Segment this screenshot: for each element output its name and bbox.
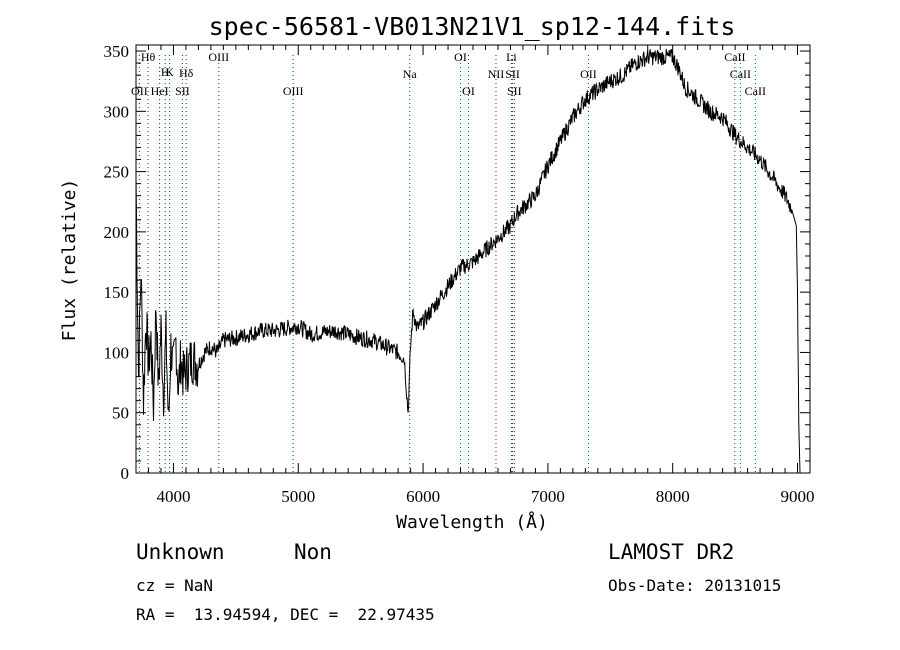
emission-line-label: Li xyxy=(506,50,517,64)
emission-line-label: H xyxy=(161,65,170,79)
y-tick-label: 300 xyxy=(104,102,130,121)
data-release: LAMOST DR2 xyxy=(608,540,735,564)
x-axis-label: Wavelength (Å) xyxy=(396,511,548,533)
object-class: Unknown xyxy=(136,540,225,564)
emission-line-label: SII xyxy=(505,67,520,81)
emission-line-label: SII xyxy=(175,84,190,98)
emission-line-label: OIII xyxy=(283,84,304,98)
emission-line-label: CaII xyxy=(745,84,766,98)
emission-line-label: OII xyxy=(580,67,597,81)
redshift-cz: cz = NaN xyxy=(136,576,214,595)
emission-line-label: OI xyxy=(454,50,467,64)
observation-date: Obs-Date: 20131015 xyxy=(608,576,782,595)
emission-line-label: NII xyxy=(488,67,505,81)
y-tick-label: 50 xyxy=(112,404,129,423)
y-tick-label: 150 xyxy=(104,283,130,302)
emission-line-label: Hδ xyxy=(179,66,194,80)
y-tick-label: 100 xyxy=(104,343,130,362)
x-tick-label: 8000 xyxy=(656,487,690,506)
y-tick-label: 350 xyxy=(104,42,130,61)
x-tick-label: 4000 xyxy=(156,487,190,506)
x-tick-label: 5000 xyxy=(281,487,315,506)
emission-line-label: Hθ xyxy=(141,50,156,64)
x-axis-ticks: 4000 5000 6000 7000 8000 9000 xyxy=(147,45,815,506)
emission-line-label: OI xyxy=(462,84,475,98)
x-tick-label: 6000 xyxy=(406,487,440,506)
emission-line-label: OII xyxy=(131,84,148,98)
ra-dec-coordinates: RA = 13.94594, DEC = 22.97435 xyxy=(136,605,435,624)
emission-line-label: CaII xyxy=(724,50,745,64)
spectrum-series-line xyxy=(135,48,801,474)
emission-line-label: Na xyxy=(403,67,418,81)
emission-line-markers xyxy=(138,55,756,473)
chart-title: spec-56581-VB013N21V1_sp12-144.fits xyxy=(209,12,736,41)
y-tick-label: 200 xyxy=(104,223,130,242)
object-subclass: Non xyxy=(294,540,332,564)
y-axis-label: Flux (relative) xyxy=(59,179,80,342)
emission-line-label: OIII xyxy=(208,50,229,64)
y-axis-ticks: 0 50 100 150 200 250 300 350 xyxy=(104,42,810,483)
x-tick-label: 7000 xyxy=(531,487,565,506)
y-tick-label: 0 xyxy=(121,464,130,483)
y-tick-label: 250 xyxy=(104,163,130,182)
x-tick-label: 9000 xyxy=(781,487,815,506)
emission-line-label: CaII xyxy=(730,67,751,81)
emission-line-label: K xyxy=(165,65,174,79)
emission-line-label: HeI xyxy=(151,84,169,98)
emission-line-label: SII xyxy=(507,84,522,98)
